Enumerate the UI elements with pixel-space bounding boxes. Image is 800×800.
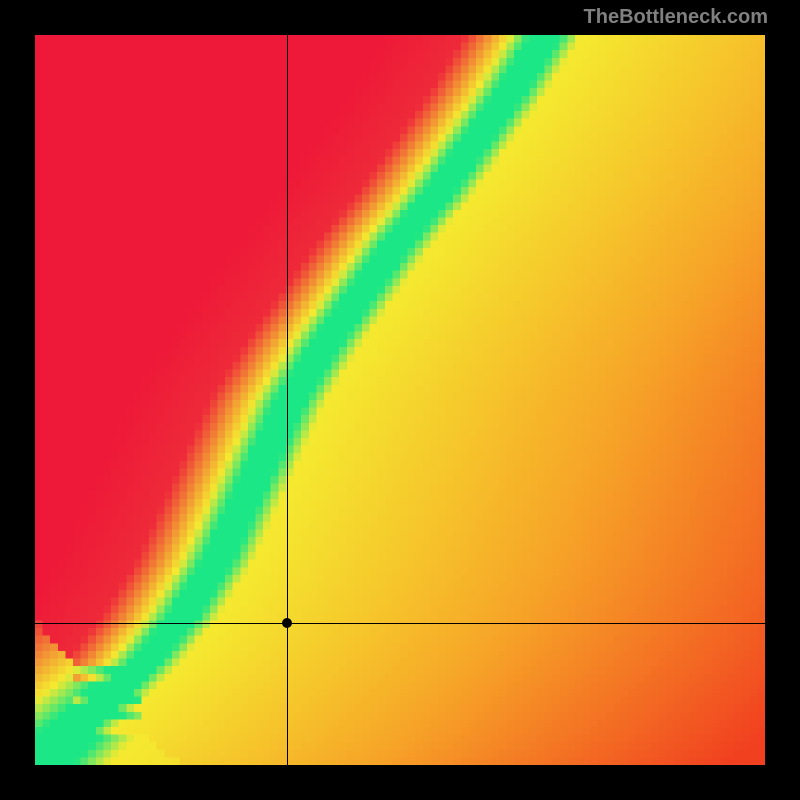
heatmap-canvas — [35, 35, 765, 765]
marker-dot — [282, 618, 292, 628]
plot-area — [35, 35, 765, 765]
chart-container: TheBottleneck.com — [0, 0, 800, 800]
crosshair-horizontal — [35, 623, 765, 624]
crosshair-vertical — [287, 35, 288, 765]
watermark-text: TheBottleneck.com — [584, 6, 768, 29]
